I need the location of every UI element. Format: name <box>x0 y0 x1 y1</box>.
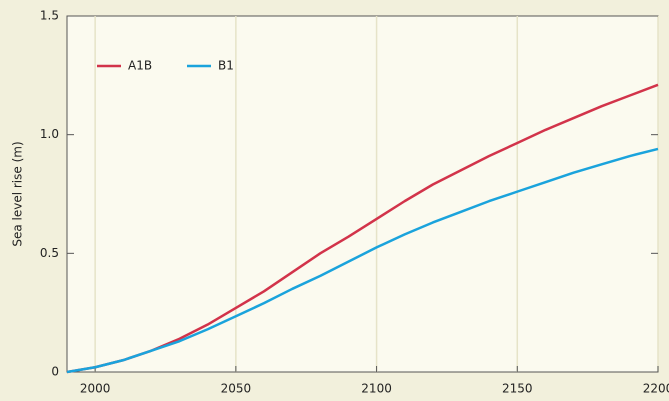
legend-label: A1B <box>128 59 152 73</box>
line-series <box>66 147 659 374</box>
x-tick-label: 2050 <box>221 382 252 396</box>
x-tick-label: 2150 <box>502 382 533 396</box>
x-tick-label: 2000 <box>80 382 111 396</box>
y-axis-label: Sea level rise (m) <box>11 141 25 246</box>
legend-label: B1 <box>218 59 234 73</box>
plot-area <box>66 15 659 373</box>
y-tick-label: 0 <box>51 365 59 379</box>
y-tick-label: 1.5 <box>40 9 59 23</box>
y-tick-label: 0.5 <box>40 246 59 260</box>
y-tick-label: 1.0 <box>40 127 59 141</box>
x-tick-label: 2100 <box>361 382 392 396</box>
